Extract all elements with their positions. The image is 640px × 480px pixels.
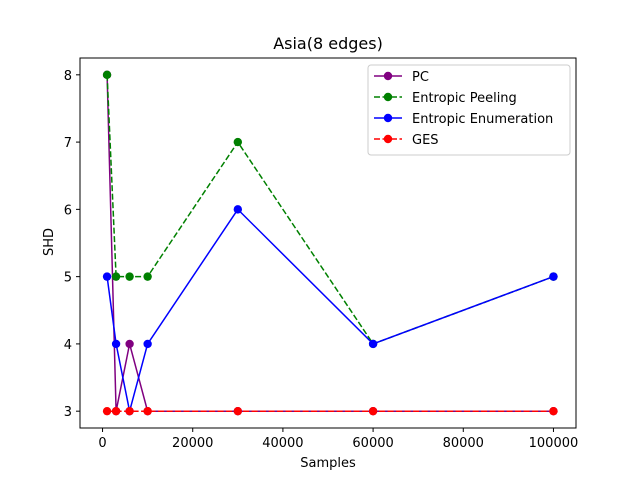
data-point-0-2 — [125, 339, 134, 349]
data-point-2-5 — [368, 339, 378, 349]
x-tick-label: 0 — [98, 436, 106, 451]
plot-area — [102, 70, 558, 416]
y-tick-label: 3 — [64, 405, 72, 420]
data-point-1-4 — [233, 137, 243, 147]
data-point-3-1 — [111, 406, 121, 416]
legend-entry: Entropic Peeling — [412, 91, 517, 106]
data-point-3-0 — [102, 406, 112, 416]
data-point-1-0 — [102, 70, 112, 80]
data-point-1-3 — [143, 272, 152, 281]
x-tick-label: 100000 — [529, 436, 579, 451]
y-tick-label: 7 — [64, 136, 72, 151]
data-point-1-1 — [111, 272, 121, 281]
series-line-2 — [106, 208, 554, 412]
data-point-3-3 — [143, 406, 152, 416]
axes-frame — [79, 57, 577, 429]
legend-entry: Entropic Enumeration — [412, 112, 553, 127]
data-point-3-6 — [549, 406, 558, 416]
y-tick-label: 6 — [64, 203, 72, 218]
y-tick-label: 8 — [64, 69, 72, 84]
data-point-3-4 — [233, 406, 243, 416]
data-point-3-2 — [125, 406, 134, 416]
x-axis-ticks: 0 20000 40000 60000 80000 100000 — [98, 428, 578, 451]
y-tick-label: 5 — [64, 271, 72, 286]
y-axis-ticks: 3 4 5 6 7 8 — [64, 69, 80, 420]
legend-entry: PC — [412, 70, 429, 85]
legend: PC Entropic Peeling Entropic Enumeration GE… — [367, 64, 571, 156]
x-tick-label: 80000 — [443, 436, 484, 451]
x-tick-label: 40000 — [262, 436, 303, 451]
x-tick-label: 20000 — [172, 436, 213, 451]
data-point-1-2 — [125, 272, 134, 281]
data-point-2-4 — [233, 205, 243, 214]
legend-swatch-marker — [383, 71, 393, 81]
axes: 0 20000 40000 60000 80000 100000 3 4 5 6 7 8 — [64, 69, 579, 451]
x-tick-label: 60000 — [352, 436, 393, 451]
y-tick-label: 4 — [64, 338, 72, 353]
data-point-2-1 — [111, 339, 121, 349]
x-axis-label: Samples — [300, 456, 356, 471]
data-point-3-5 — [368, 406, 378, 416]
data-point-2-3 — [143, 339, 152, 349]
legend-box — [367, 64, 571, 156]
data-point-2-0 — [102, 272, 112, 281]
legend-swatch-marker — [383, 113, 393, 123]
y-axis-label: SHD — [42, 228, 57, 256]
data-point-2-6 — [549, 272, 558, 281]
legend-swatch-marker — [383, 134, 393, 144]
legend-swatch-marker — [383, 92, 393, 102]
chart-title: Asia(8 edges) — [273, 34, 383, 53]
legend-entry: GES — [412, 133, 439, 148]
